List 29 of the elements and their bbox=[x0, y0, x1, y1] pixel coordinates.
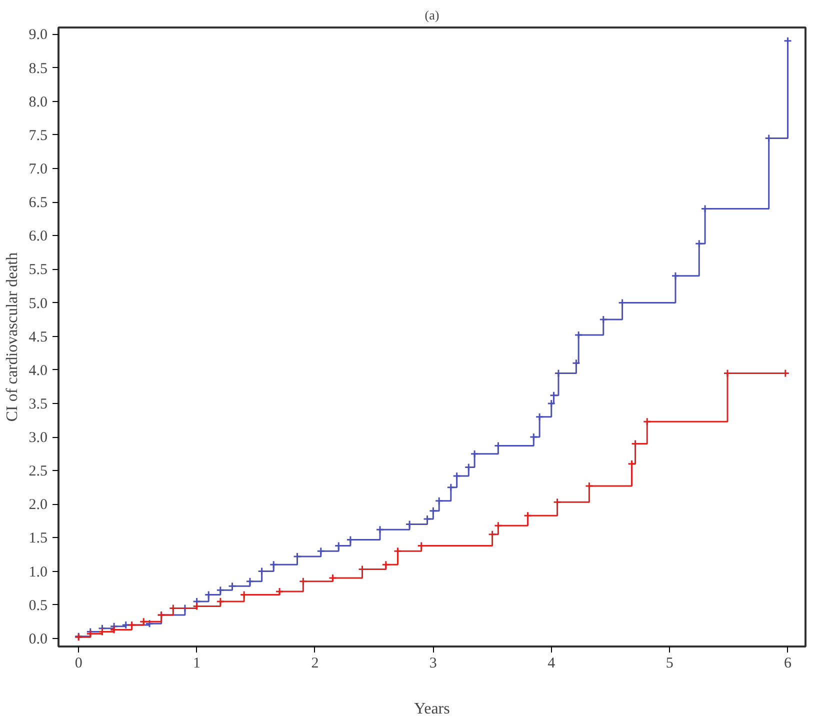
y-tick-label: 6.0 bbox=[28, 228, 48, 245]
y-tick-label: 2.0 bbox=[28, 497, 48, 514]
y-tick-label: 3.5 bbox=[28, 396, 48, 412]
x-tick-label: 6 bbox=[784, 656, 792, 672]
y-tick-label: 3.0 bbox=[28, 430, 48, 446]
chart-title: (a) bbox=[424, 8, 440, 22]
x-tick-label: 1 bbox=[193, 656, 201, 672]
x-axis-title: Years bbox=[414, 700, 450, 718]
x-tick-label: 4 bbox=[548, 656, 556, 672]
y-tick-label: 1.5 bbox=[28, 530, 48, 547]
y-tick-label: 6.5 bbox=[28, 195, 48, 212]
y-axis-title: CI of cardiovascular death bbox=[4, 252, 21, 422]
y-tick-label: 8.0 bbox=[28, 94, 48, 110]
x-tick-label: 2 bbox=[311, 656, 319, 672]
x-tick-label: 3 bbox=[429, 656, 437, 672]
y-tick-label: 8.5 bbox=[28, 60, 48, 77]
y-tick-label: 5.5 bbox=[28, 262, 48, 278]
y-tick-label: 1.0 bbox=[28, 564, 48, 580]
y-tick-label: 7.0 bbox=[28, 161, 48, 178]
y-tick-label: 5.0 bbox=[28, 296, 48, 312]
y-tick-label: 0.0 bbox=[28, 631, 48, 648]
y-tick-label: 4.5 bbox=[28, 329, 48, 346]
y-tick-label: 4.0 bbox=[28, 362, 48, 379]
y-tick-label: 0.5 bbox=[28, 598, 48, 614]
x-tick-label: 5 bbox=[666, 656, 674, 672]
x-tick-label: 0 bbox=[74, 656, 82, 672]
y-tick-label: 7.5 bbox=[28, 128, 48, 144]
y-tick-label: 2.5 bbox=[28, 464, 48, 480]
y-tick-label: 9.0 bbox=[28, 27, 48, 44]
